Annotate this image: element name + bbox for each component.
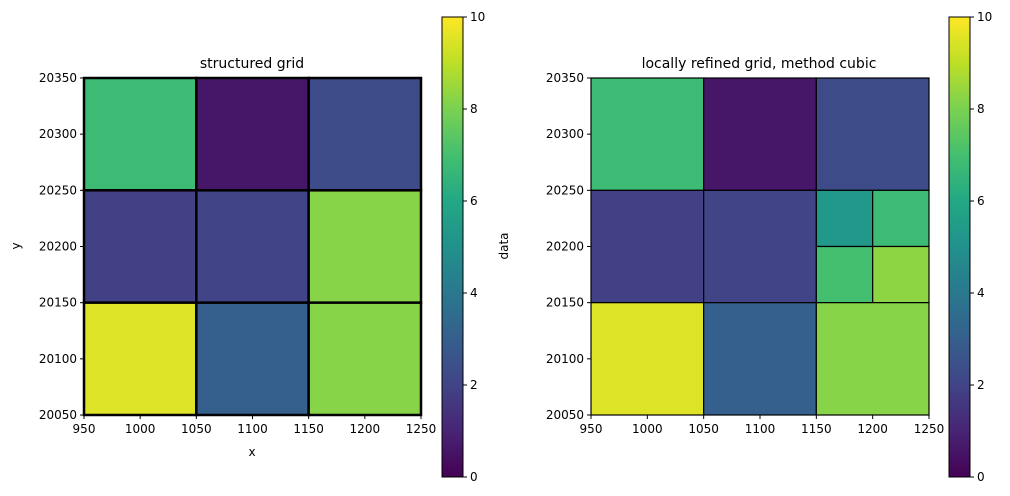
y-tick-label: 20050: [546, 408, 584, 422]
y-tick-label: 20300: [546, 127, 584, 141]
x-axis-label: x: [248, 445, 255, 459]
x-tick-label: 950: [580, 422, 603, 436]
grid-cell-1: [703, 77, 817, 191]
x-tick-label: 1100: [745, 422, 776, 436]
grid-cell-7: [815, 245, 874, 304]
colorbar-tick-label: 0: [977, 470, 985, 484]
x-tick-label: 1200: [350, 422, 381, 436]
y-tick-label: 20200: [39, 240, 77, 254]
grid-cell-5: [307, 189, 423, 304]
grid-cell-4: [195, 189, 310, 304]
grid-cell-0: [590, 77, 705, 191]
x-tick-label: 950: [73, 422, 96, 436]
x-axis-ticks: 950 1000 1050 1100 1150 1200 1250: [580, 415, 945, 436]
y-tick-label: 20100: [546, 352, 584, 366]
colorbar-tick-label: 8: [977, 102, 985, 116]
grid-cell-7: [195, 301, 310, 417]
y-axis-label: y: [9, 242, 23, 249]
grid-cell-6: [82, 301, 198, 417]
y-tick-label: 20150: [546, 296, 584, 310]
colorbar-tick-label: 4: [470, 286, 478, 300]
x-tick-label: 1000: [632, 422, 663, 436]
colorbar: 0 2 4 6 8 10: [441, 10, 485, 484]
y-axis-ticks: 20050 20100 20150 20200 20250 20300 20350: [39, 71, 84, 422]
colorbar-tick-label: 4: [977, 286, 985, 300]
y-tick-label: 20050: [39, 408, 77, 422]
y-tick-label: 20250: [546, 183, 584, 197]
structured-grid-panel: structured grid 950 1000 1050 1100 1150 1200 1…: [9, 10, 511, 484]
colorbar-gradient: [948, 16, 971, 478]
grid-cell-2: [815, 77, 930, 191]
grid-cell-3: [590, 189, 705, 304]
y-axis-ticks: 20050 20100 20150 20200 20250 20300 20350: [546, 71, 591, 422]
colorbar-gradient: [441, 16, 464, 478]
colorbar-tick-label: 6: [977, 194, 985, 208]
x-tick-label: 1250: [914, 422, 945, 436]
grid-cell-5: [815, 189, 874, 248]
grid-cell-8: [872, 245, 930, 304]
colorbar-tick-label: 0: [470, 470, 478, 484]
y-tick-label: 20150: [39, 296, 77, 310]
y-tick-label: 20250: [39, 183, 77, 197]
grid-cell-3: [82, 189, 198, 304]
y-tick-label: 20350: [39, 71, 77, 85]
grid-cell-0: [82, 76, 198, 192]
grid-cell-6: [872, 189, 930, 248]
grid-cell-8: [307, 301, 423, 417]
grid-cell-1: [195, 76, 310, 192]
grid-cell-4: [703, 189, 817, 304]
grid-cell-9: [590, 302, 705, 416]
grid-cell-2: [307, 76, 423, 192]
x-tick-label: 1050: [181, 422, 212, 436]
colorbar-tick-label: 2: [977, 378, 985, 392]
x-axis-ticks: 950 1000 1050 1100 1150 1200 1250: [73, 415, 437, 436]
x-tick-label: 1150: [801, 422, 832, 436]
x-tick-label: 1250: [406, 422, 437, 436]
colorbar-tick-label: 10: [977, 10, 992, 24]
colorbar-tick-label: 2: [470, 378, 478, 392]
x-tick-label: 1050: [688, 422, 719, 436]
colorbar-tick-label: 8: [470, 102, 478, 116]
refined-grid-panel: locally refined grid, method cubic 950 10…: [546, 10, 992, 484]
colorbar: 0 2 4 6 8 10: [948, 10, 992, 484]
x-tick-label: 1200: [857, 422, 888, 436]
grid-cell-11: [815, 302, 930, 416]
grid-cell-10: [703, 302, 817, 416]
y-tick-label: 20350: [546, 71, 584, 85]
x-tick-label: 1000: [125, 422, 156, 436]
chart-title: structured grid: [200, 56, 304, 72]
colorbar-tick-label: 6: [470, 194, 478, 208]
chart-title: locally refined grid, method cubic: [642, 56, 877, 72]
y-tick-label: 20300: [39, 127, 77, 141]
x-tick-label: 1150: [293, 422, 324, 436]
y-tick-label: 20200: [546, 240, 584, 254]
cells: [82, 76, 423, 417]
colorbar-tick-label: 10: [470, 10, 485, 24]
cells: [590, 77, 930, 416]
x-tick-label: 1100: [237, 422, 268, 436]
y-tick-label: 20100: [39, 352, 77, 366]
colorbar-label: data: [497, 232, 511, 259]
